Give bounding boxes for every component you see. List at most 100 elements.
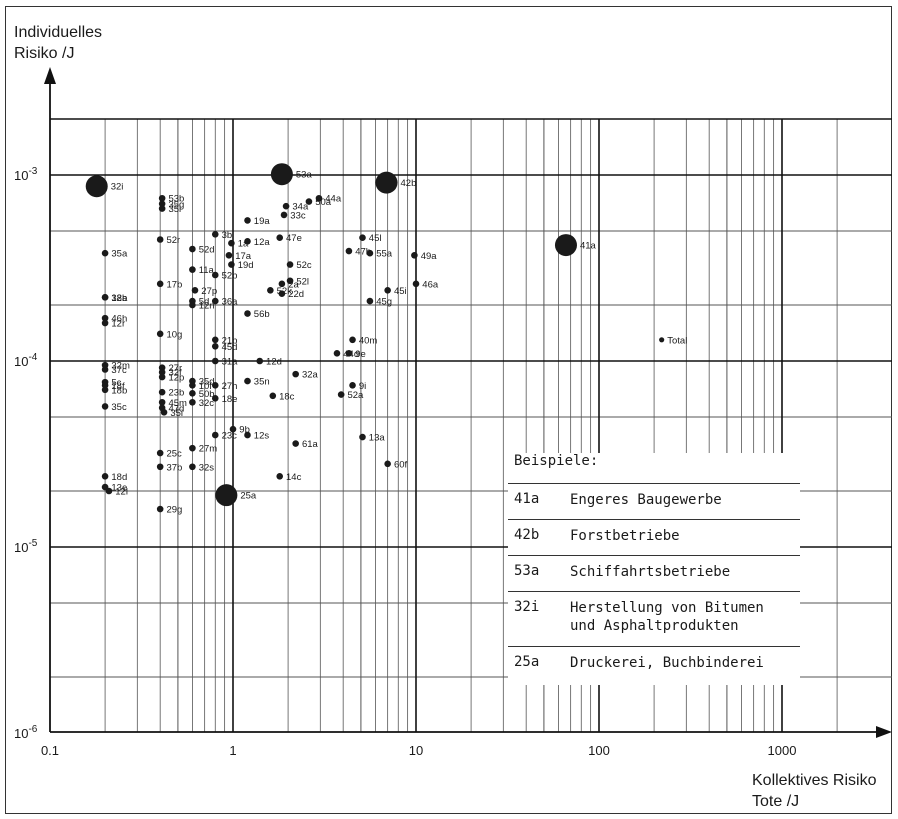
point-label-35d: 35d [199,377,215,388]
point-label-12n: 12n [199,301,215,312]
point-label-2a: 2a [288,279,299,290]
point-label-18d: 18d [111,472,127,483]
point-label-12s: 12s [254,431,270,442]
data-point-53b [158,194,166,202]
point-label-11a: 11a [199,265,215,276]
data-point-10g [156,330,164,338]
data-point-31a [211,357,219,365]
point-label-32s: 32s [199,462,215,473]
data-point-18e [211,395,219,402]
data-point-27h [211,382,219,389]
point-label-13e: 13e [111,483,127,494]
point-label-25c: 25c [166,449,182,460]
legend-text: Herstellung von Bitumen und Asphaltprodu… [570,600,764,634]
point-label-32c: 32c [199,398,215,409]
point-label-32f: 32f [168,368,182,379]
tick-labels: 0.1 1 10 100 1000 10-6 10-5 10-4 10-3 [14,166,796,758]
data-point-25c [156,449,164,457]
point-label-12p: 12p [168,373,184,384]
data-point-45l [359,234,366,242]
data-point-50a [305,198,313,205]
y-tick-label: 10-4 [14,352,38,369]
point-label-18e: 18e [222,394,238,405]
data-point-12p [158,373,166,381]
point-label-52c: 52c [296,260,312,271]
point-label-19a: 19a [254,216,271,227]
point-label-40m: 40m [359,335,378,346]
point-label-13a: 13a [369,433,386,444]
data-point-9b [229,425,237,433]
legend-entry-53a: 53a Schiffahrtsbetriebe [508,555,800,591]
data-point-35a [101,249,109,257]
data-point-35c [101,403,109,410]
point-label-35a: 35a [111,249,128,260]
legend-code: 53a [514,563,540,579]
point-label-38a: 38a [111,293,128,304]
point-label-45m: 45m [168,398,187,409]
point-label-50a: 50a [315,197,332,208]
legend-code: 41a [514,491,540,507]
data-point-32f [158,368,166,376]
point-label-49a: 49a [421,251,438,262]
point-label-56b: 56b [254,309,270,320]
axes [44,67,892,738]
point-label-27p: 27p [201,286,217,297]
point-label-total: Total [667,335,687,346]
legend-text: Forstbetriebe [570,528,680,544]
legend-entry-42b: 42b Forstbetriebe [508,519,800,555]
point-label-45i: 45i [394,286,407,297]
point-label-41a: 41a [580,241,597,252]
point-label-32a: 32a [302,370,319,381]
data-point-35l [158,205,166,212]
point-label-60f: 60f [394,459,408,470]
data-point-52b [211,271,219,279]
point-label-10f: 10f [199,381,213,392]
data-point-14c [276,472,284,480]
point-label-45l: 45l [369,233,382,244]
point-label-61a: 61a [302,439,319,450]
point-label-55a: 55a [376,249,393,260]
data-point-37c [101,366,109,373]
data-point-13a [359,433,366,441]
point-label-21b: 21b [222,335,238,346]
x-tick-label: 1 [229,743,236,758]
point-label-53a: 53a [296,170,313,181]
y-axis-title: Individuelles Risiko /J [14,24,103,62]
data-point-44d [333,350,341,357]
point-label-45d: 45d [222,342,238,353]
data-point-49a [411,252,418,259]
point-label-47b: 47b [355,247,371,258]
x-tick-label: 1000 [768,743,797,758]
point-label-12d: 12d [266,357,282,368]
point-label-25a: 25a [240,491,257,502]
data-point-52d [189,245,196,253]
point-label-52k: 52k [277,286,293,297]
point-label-46a: 46a [422,279,439,290]
point-label-35i: 35i [170,408,183,419]
chart-frame [5,6,892,814]
point-label-52a: 52a [347,390,364,401]
data-point-52l [286,277,294,285]
point-label-19d: 19d [238,260,254,271]
point-label-45g: 45g [376,297,392,308]
point-label-35l: 35l [168,204,181,215]
data-point-9e [345,350,353,357]
data-point-42b [375,171,398,194]
point-label-37c: 37c [111,365,127,376]
legend-text: Engeres Baugewerbe [570,492,722,508]
point-label-12l: 12l [115,487,128,498]
data-point-47e [276,234,284,242]
data-point-21b [211,336,219,344]
data-point-17a [225,252,233,259]
legend-entry-25a: 25a Druckerei, Buchbinderei [508,646,800,682]
point-label-52l: 52l [296,276,309,287]
point-label-12a: 12a [254,237,271,248]
legend-separator [508,519,800,520]
data-point-23b [158,388,166,396]
data-point-36a [211,297,219,305]
x-tick-label: 100 [588,743,610,758]
point-label-9b: 9b [239,425,250,436]
point-label-22d: 22d [288,289,304,300]
point-label-53b: 53b [168,194,184,205]
data-point-10f [189,382,196,389]
